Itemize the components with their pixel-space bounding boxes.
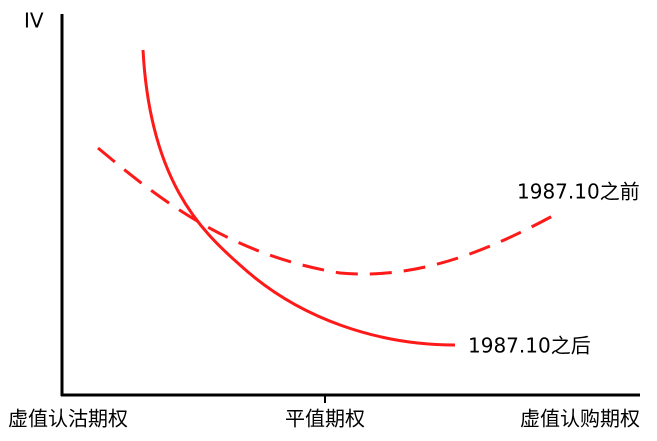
curve-before (97, 146, 561, 276)
curve-after (141, 49, 456, 347)
curve-label: 1987.10之前 (517, 180, 640, 204)
x-label: 虚值认购期权 (520, 407, 640, 431)
x-label: 平值期权 (285, 407, 365, 431)
curve-label: 1987.10之后 (468, 334, 591, 358)
x-label: 虚值认沽期权 (8, 407, 128, 431)
y-axis-label: IV (24, 9, 44, 33)
